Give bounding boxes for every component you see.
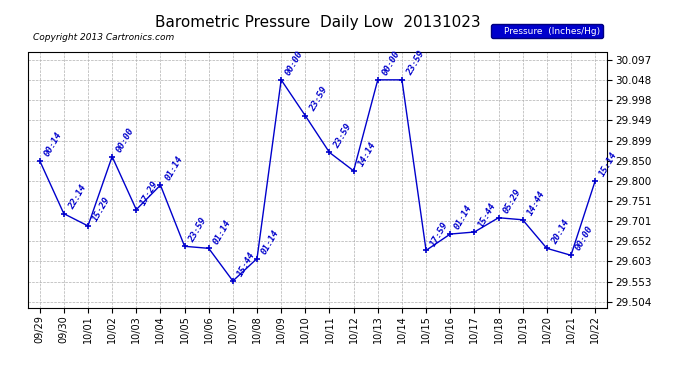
Text: 14:14: 14:14 [357,140,377,168]
Text: 05:29: 05:29 [502,187,522,215]
Text: 15:44: 15:44 [477,201,498,229]
Text: 00:00: 00:00 [574,225,595,252]
Text: 01:14: 01:14 [164,154,184,182]
Text: 22:14: 22:14 [67,183,88,211]
Text: 15:14: 15:14 [598,150,619,178]
Text: 00:14: 00:14 [43,130,63,158]
Text: 01:14: 01:14 [260,228,281,256]
Text: 14:44: 14:44 [526,189,546,217]
Text: 17:59: 17:59 [429,220,450,248]
Text: 01:14: 01:14 [212,218,233,246]
Text: 23:59: 23:59 [405,49,426,77]
Text: 15:29: 15:29 [91,195,112,223]
Text: Barometric Pressure  Daily Low  20131023: Barometric Pressure Daily Low 20131023 [155,15,480,30]
Text: 15:44: 15:44 [236,251,257,278]
Text: Copyright 2013 Cartronics.com: Copyright 2013 Cartronics.com [33,33,175,42]
Text: 23:59: 23:59 [333,122,353,150]
Text: 17:29: 17:29 [139,179,160,207]
Text: 23:59: 23:59 [308,85,329,113]
Text: 00:00: 00:00 [115,126,136,154]
Text: 00:00: 00:00 [381,49,402,77]
Text: 00:00: 00:00 [284,49,305,77]
Text: 20:14: 20:14 [550,218,571,246]
Text: 23:59: 23:59 [188,216,208,243]
Text: 01:14: 01:14 [453,204,474,231]
Legend: Pressure  (Inches/Hg): Pressure (Inches/Hg) [491,24,602,38]
